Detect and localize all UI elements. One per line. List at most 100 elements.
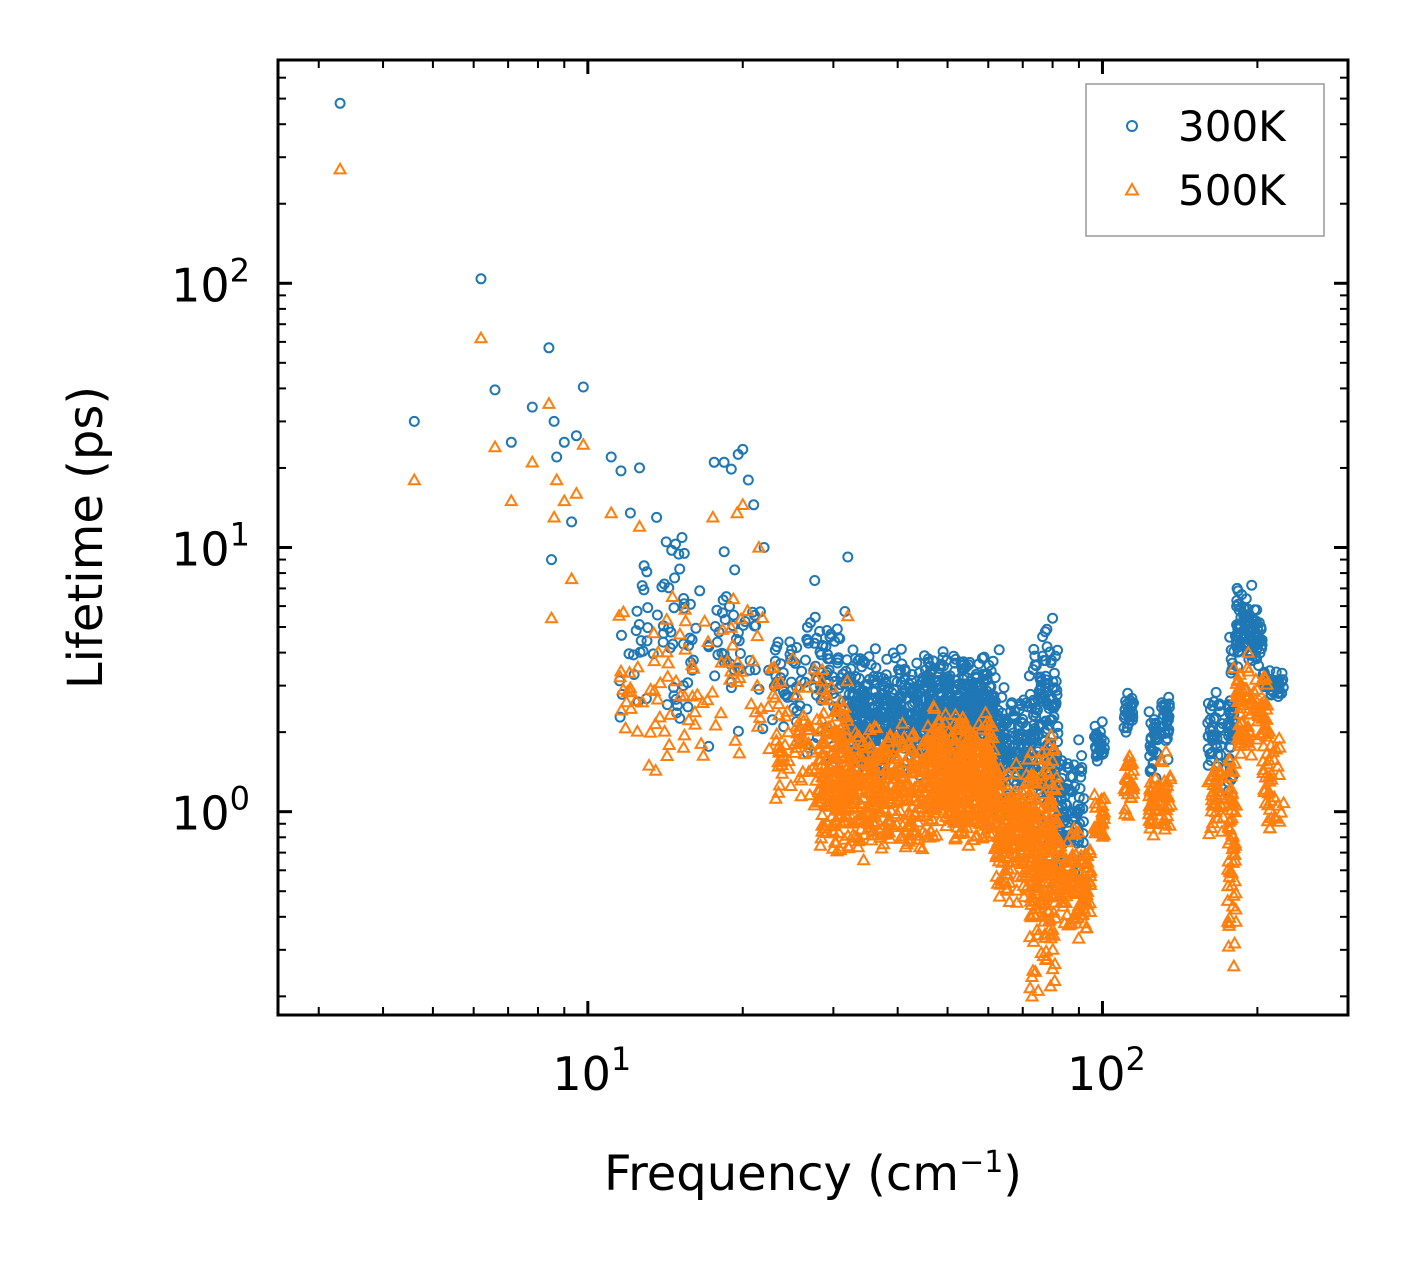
point-500K — [726, 591, 741, 605]
point-300K — [842, 551, 854, 563]
point-300K — [630, 625, 642, 637]
point-500K — [1022, 787, 1038, 800]
point-500K — [632, 519, 647, 532]
point-300K — [1253, 660, 1264, 671]
point-500K — [1255, 672, 1270, 686]
point-500K — [1160, 808, 1175, 822]
point-500K — [749, 678, 765, 691]
point-500K — [614, 702, 629, 716]
point-300K — [1005, 699, 1017, 711]
point-500K — [951, 749, 967, 763]
point-500K — [730, 654, 745, 668]
point-500K — [1120, 772, 1136, 785]
point-300K — [577, 381, 589, 393]
point-500K — [878, 763, 893, 776]
point-500K — [789, 687, 804, 701]
point-300K — [1144, 740, 1156, 752]
point-500K — [933, 778, 949, 791]
point-300K — [543, 342, 555, 354]
point-500K — [941, 741, 956, 755]
point-500K — [796, 708, 811, 721]
point-300K — [526, 401, 538, 413]
point-500K — [695, 695, 711, 708]
point-500K — [1271, 767, 1287, 780]
point-500K — [1254, 696, 1269, 709]
x-tick-label: 102 — [1067, 1040, 1146, 1101]
point-500K — [696, 748, 711, 761]
point-500K — [1233, 746, 1248, 759]
point-300K — [822, 648, 833, 660]
point-300K — [716, 607, 728, 619]
point-300K — [868, 714, 880, 726]
point-300K — [853, 682, 865, 694]
point-300K — [1061, 799, 1073, 811]
point-500K — [687, 704, 703, 718]
point-500K — [1047, 859, 1063, 873]
point-500K — [890, 731, 906, 745]
point-500K — [1023, 809, 1039, 823]
point-500K — [936, 739, 951, 753]
point-500K — [612, 669, 628, 683]
point-500K — [549, 472, 564, 486]
point-300K — [1023, 670, 1035, 682]
point-300K — [1251, 604, 1263, 616]
point-500K — [947, 716, 962, 729]
point-500K — [1002, 894, 1017, 907]
point-500K — [1118, 770, 1133, 784]
point-500K — [332, 161, 348, 175]
point-500K — [618, 720, 633, 734]
point-300K — [651, 511, 663, 523]
point-500K — [990, 876, 1005, 889]
point-500K — [487, 439, 503, 453]
point-500K — [1032, 751, 1047, 765]
point-300K — [1074, 783, 1086, 794]
legend-marker — [1126, 120, 1138, 132]
point-500K — [814, 712, 830, 726]
point-300K — [747, 606, 759, 618]
point-300K — [1073, 792, 1085, 803]
point-300K — [733, 635, 745, 647]
point-300K — [711, 604, 723, 616]
point-300K — [1251, 653, 1263, 665]
point-500K — [1004, 861, 1020, 875]
point-300K — [742, 474, 754, 486]
point-500K — [1271, 730, 1287, 744]
point-500K — [865, 823, 881, 837]
point-500K — [948, 831, 963, 845]
point-500K — [921, 759, 937, 773]
point-500K — [840, 802, 855, 816]
point-300K — [690, 622, 702, 634]
point-500K — [1040, 737, 1056, 751]
point-500K — [771, 707, 787, 721]
point-500K — [1062, 867, 1077, 881]
point-300K — [1047, 612, 1059, 624]
point-500K — [816, 691, 831, 704]
point-500K — [705, 684, 720, 698]
point-500K — [1233, 706, 1248, 719]
point-500K — [976, 797, 992, 811]
point-500K — [1035, 863, 1051, 877]
point-500K — [628, 693, 644, 706]
point-500K — [865, 764, 880, 778]
point-300K — [657, 636, 669, 648]
point-300K — [661, 699, 673, 711]
point-500K — [1200, 774, 1216, 788]
point-500K — [1142, 813, 1157, 826]
point-300K — [1000, 745, 1012, 756]
point-500K — [685, 688, 700, 702]
point-500K — [961, 795, 977, 808]
point-500K — [824, 809, 839, 822]
point-500K — [693, 736, 709, 749]
point-300K — [1028, 729, 1039, 741]
point-500K — [1071, 902, 1086, 916]
point-300K — [1243, 624, 1255, 636]
point-500K — [1226, 764, 1241, 777]
point-300K — [634, 646, 646, 658]
point-500K — [663, 707, 678, 720]
point-500K — [544, 610, 559, 624]
point-500K — [1258, 718, 1273, 731]
point-300K — [1122, 687, 1134, 699]
y-tick-label: 101 — [171, 515, 250, 576]
point-500K — [647, 653, 662, 667]
point-500K — [767, 690, 783, 703]
